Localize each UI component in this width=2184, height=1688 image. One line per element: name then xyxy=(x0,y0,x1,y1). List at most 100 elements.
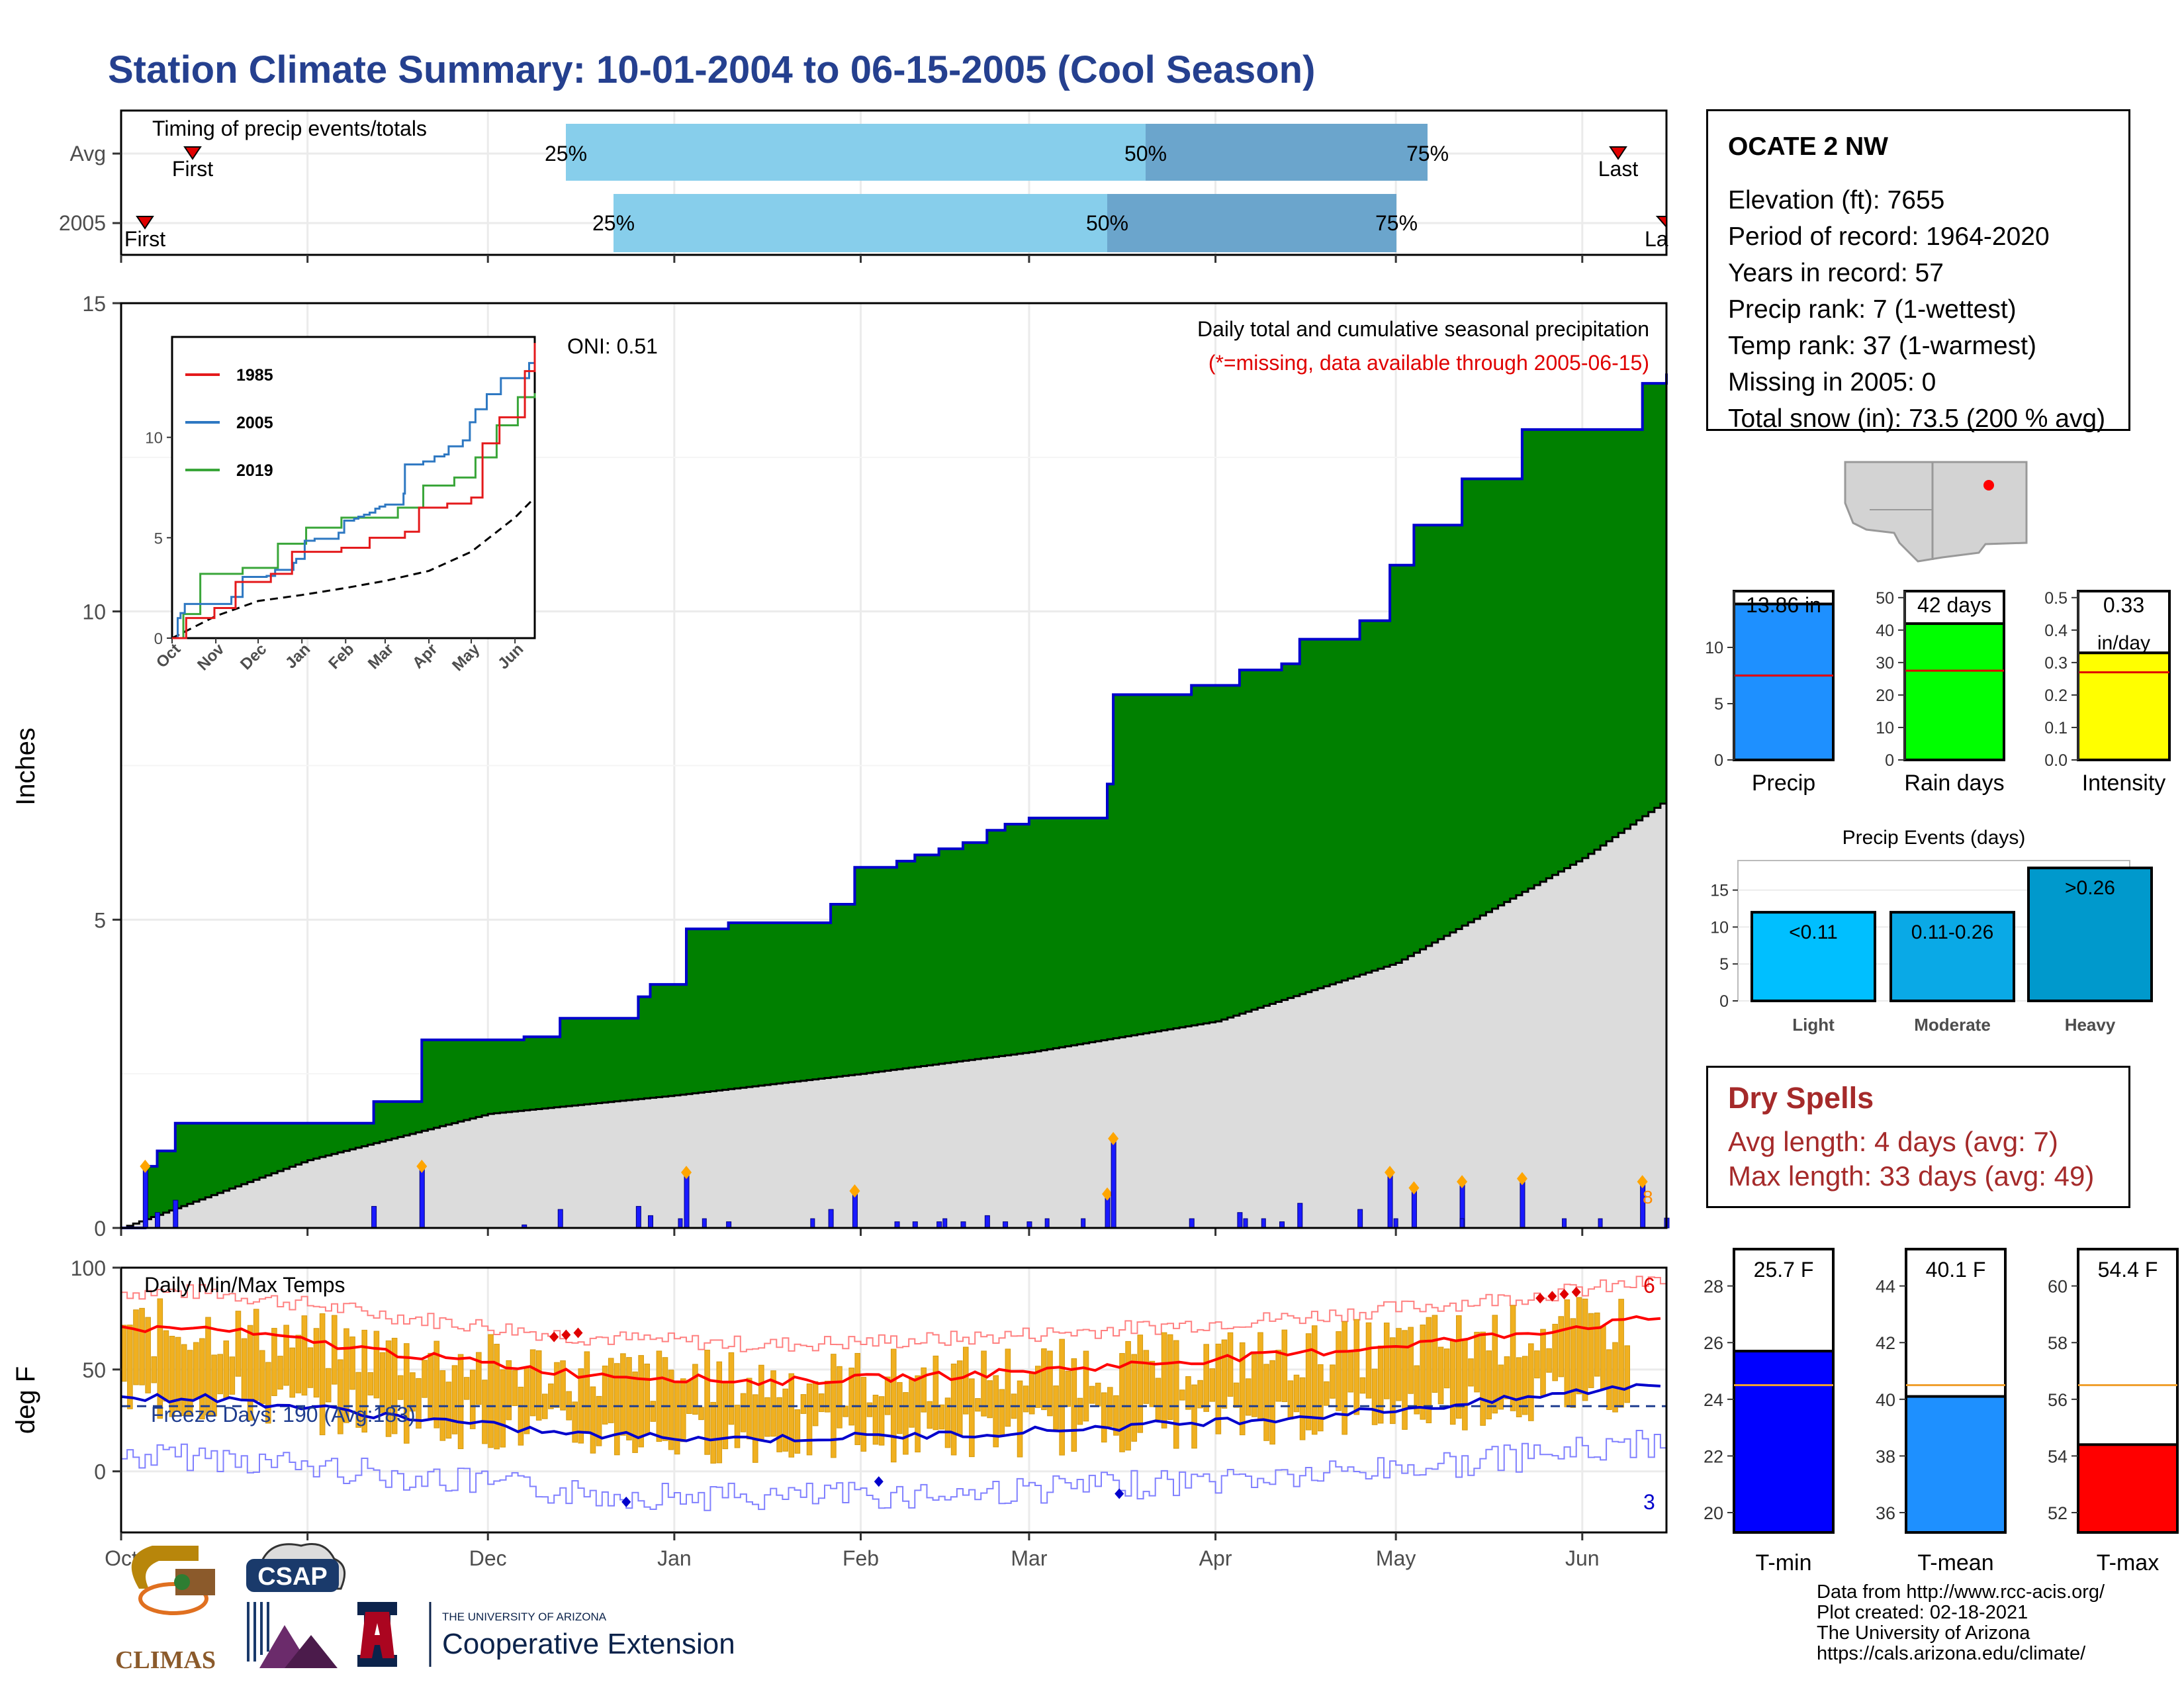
daily-temp-bar xyxy=(831,1354,837,1458)
daily-temp-bar xyxy=(241,1338,248,1401)
daily-temp-bar xyxy=(1516,1357,1522,1417)
daily-temp-bar xyxy=(205,1317,211,1416)
daily-temp-bar xyxy=(1486,1350,1492,1420)
daily-precip-bar xyxy=(142,1166,148,1229)
daily-temp-bar xyxy=(969,1378,975,1458)
daily-temp-bar xyxy=(1324,1381,1330,1406)
daily-temp-bar xyxy=(535,1350,542,1421)
daily-precip-bar xyxy=(557,1209,563,1229)
daily-temp-bar xyxy=(1047,1350,1053,1417)
temp-ylabel: deg F xyxy=(11,1366,40,1434)
events-tick-label: 10 xyxy=(1710,918,1729,937)
daily-temp-bar xyxy=(1071,1358,1077,1452)
daily-precip-bar xyxy=(810,1218,815,1229)
daily-temp-bar xyxy=(650,1401,657,1422)
daily-temp-bar xyxy=(488,1334,494,1448)
inset-line-2005 xyxy=(172,359,536,639)
daily-temp-bar xyxy=(962,1346,969,1415)
daily-temp-bar xyxy=(950,1363,957,1456)
daily-temp-bar xyxy=(325,1368,332,1403)
daily-temp-bar xyxy=(385,1340,392,1437)
daily-temp-bar xyxy=(1125,1340,1131,1451)
daily-temp-bar xyxy=(1528,1343,1534,1421)
daily-temp-bar xyxy=(1113,1395,1119,1436)
record-high-marker xyxy=(573,1327,583,1338)
station-precip-rank: Precip rank: 7 (1-wettest) xyxy=(1728,295,2017,324)
events-bar-heavy xyxy=(2027,867,2153,1002)
coop-ext-text: Cooperative Extension xyxy=(442,1628,735,1660)
intensity-tick-label: 0.5 xyxy=(2044,589,2068,608)
daily-temp-bar xyxy=(764,1397,770,1437)
daily-temp-bar xyxy=(1041,1348,1047,1411)
daily-temp-bar xyxy=(410,1372,416,1412)
daily-temp-bar xyxy=(1035,1366,1041,1408)
daily-temp-bar xyxy=(1257,1332,1263,1421)
daily-temp-bar xyxy=(1552,1323,1558,1382)
timing-2005-last: La xyxy=(1645,227,1668,251)
avg-max-temp-line xyxy=(120,1315,1661,1387)
daily-temp-bar xyxy=(457,1354,464,1450)
tmax-tick-label: 60 xyxy=(2048,1277,2068,1297)
daily-temp-bar xyxy=(1209,1368,1216,1402)
temp-label: Daily Min/Max Temps xyxy=(144,1273,345,1297)
daily-temp-bar xyxy=(1131,1354,1137,1442)
daily-temp-bar xyxy=(1474,1331,1480,1393)
station-elevation: Elevation (ft): 7655 xyxy=(1728,186,1945,214)
credits: Data from http://www.rcc-acis.org/ Plot … xyxy=(1817,1582,2105,1664)
daily-temp-bar xyxy=(668,1370,674,1450)
daily-temp-bar xyxy=(596,1395,602,1446)
daily-precip-bar xyxy=(173,1199,179,1229)
daily-precip-bar xyxy=(1520,1178,1525,1229)
daily-temp-bar xyxy=(909,1378,915,1428)
climas-logo: CLIMAS xyxy=(115,1546,216,1674)
timing-2005-p50: 50% xyxy=(1086,211,1128,235)
tmin-tick-label: 24 xyxy=(1704,1390,1723,1410)
precip-ytick-label: 0 xyxy=(94,1217,106,1241)
daily-temp-bar xyxy=(692,1364,698,1415)
station-snow: Total snow (in): 73.5 (200 % avg) xyxy=(1728,404,2106,433)
daily-temp-bar xyxy=(1546,1348,1552,1373)
daily-temp-bar xyxy=(1191,1384,1197,1449)
daily-temp-bar xyxy=(1173,1340,1179,1449)
timing-2005-p75: 75% xyxy=(1375,211,1418,235)
daily-temp-bar xyxy=(794,1409,801,1454)
dry-spells-max: Max length: 33 days (avg: 49) xyxy=(1728,1160,2095,1192)
tmin-tick-label: 28 xyxy=(1704,1277,1723,1297)
daily-temp-bar xyxy=(1456,1315,1462,1419)
daily-precip-bar xyxy=(702,1218,707,1229)
daily-temp-bar xyxy=(956,1360,963,1436)
daily-temp-bar xyxy=(175,1336,181,1412)
daily-precip-bar xyxy=(678,1218,683,1229)
tmax-tick-label: 56 xyxy=(2048,1390,2068,1410)
daily-temp-bar xyxy=(523,1366,530,1434)
snow-marker xyxy=(1637,1175,1648,1189)
daily-temp-bar xyxy=(1203,1344,1209,1412)
daily-temp-bar xyxy=(1251,1354,1257,1417)
daily-temp-bar xyxy=(127,1325,133,1409)
daily-temp-bar xyxy=(572,1401,578,1443)
precip-tick-label: 0 xyxy=(1714,751,1723,770)
record-high-marker xyxy=(1547,1291,1557,1302)
events-title: Precip Events (days) xyxy=(1843,827,2026,849)
daily-temp-bar xyxy=(319,1313,326,1436)
daily-temp-bar xyxy=(1119,1353,1125,1452)
daily-temp-bar xyxy=(1468,1358,1474,1387)
daily-precip-bar xyxy=(1237,1212,1243,1229)
daily-temp-bar xyxy=(1137,1335,1144,1433)
daily-temp-bar xyxy=(1402,1330,1408,1430)
daily-temp-bar xyxy=(999,1389,1005,1437)
daily-temp-bar xyxy=(1005,1348,1011,1427)
station-period: Period of record: 1964-2020 xyxy=(1728,222,2050,251)
daily-temp-bar xyxy=(782,1388,789,1452)
intensity-value-label: 0.33 xyxy=(2103,593,2144,617)
daily-temp-bar xyxy=(500,1369,506,1448)
timing-avg-p75: 75% xyxy=(1406,142,1449,165)
daily-temp-bar xyxy=(133,1309,139,1385)
daily-temp-bar xyxy=(704,1350,710,1455)
daily-temp-bar xyxy=(993,1375,999,1448)
daily-temp-bar xyxy=(271,1328,277,1396)
daily-temp-bar xyxy=(560,1360,566,1411)
intensity-label: Intensity xyxy=(2082,771,2166,796)
daily-precip-bar xyxy=(1044,1218,1050,1229)
temp-panel: deg F Daily Min/Max Temps Freeze Days: 1… xyxy=(11,1256,1668,1570)
